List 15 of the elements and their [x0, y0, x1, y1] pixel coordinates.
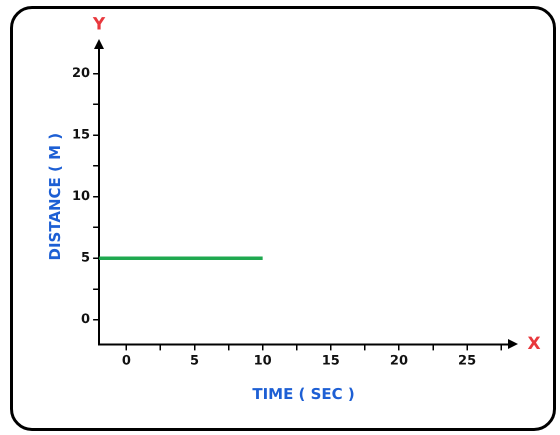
- text: X: [527, 334, 541, 354]
- x-tick-label: 0: [122, 354, 131, 369]
- x-tick-label: 10: [254, 354, 272, 369]
- y-tick-label: 5: [81, 250, 90, 266]
- y-tick-label: 20: [72, 66, 90, 81]
- x-tick-label: 15: [322, 354, 340, 369]
- y-axis-title: DISTANCE ( M ): [46, 132, 64, 261]
- x-axis-title: TIME ( SEC ): [252, 384, 355, 403]
- y-tick-label: 15: [72, 128, 90, 143]
- x-tick-label: 25: [458, 354, 476, 369]
- y-tick-label: 0: [81, 312, 90, 328]
- y-tick-label: 10: [72, 189, 90, 204]
- x-tick-label: 5: [190, 354, 200, 369]
- x-tick-label: 20: [390, 354, 408, 369]
- text: Y: [92, 14, 106, 34]
